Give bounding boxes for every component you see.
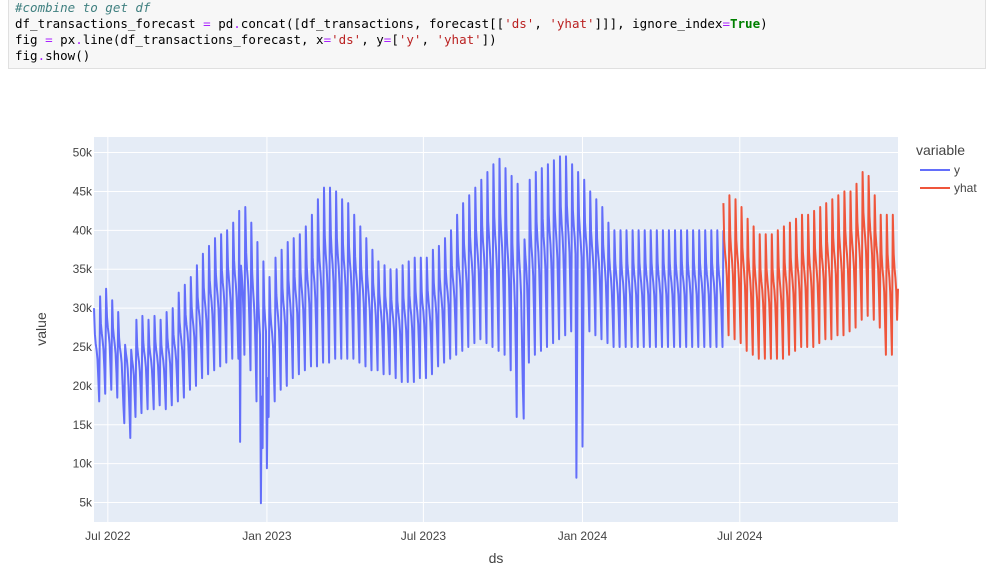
code-token: 'ds': [331, 32, 362, 47]
x-tick-label: Jul 2023: [401, 529, 447, 543]
code-token: fig: [15, 32, 46, 47]
code-line: #combine to get df: [15, 0, 985, 16]
x-axis-title: ds: [489, 550, 504, 566]
series-line-yhat: [722, 171, 899, 360]
code-line: df_transactions_forecast = pd.concat([df…: [15, 16, 985, 32]
code-token: 'yhat': [549, 16, 595, 31]
x-tick-label: Jan 2024: [558, 529, 608, 543]
code-token: =: [323, 32, 332, 47]
y-tick-label: 15k: [73, 418, 93, 432]
code-line: fig = px.line(df_transactions_forecast, …: [15, 32, 985, 48]
code-token: .: [75, 32, 83, 47]
code-cell[interactable]: #combine to get df df_transactions_foreca…: [8, 0, 986, 69]
y-tick-label: 10k: [73, 457, 93, 471]
legend-item-yhat[interactable]: yhat: [920, 181, 977, 195]
y-tick-label: 45k: [73, 184, 93, 198]
y-tick-label: 40k: [73, 223, 93, 237]
code-token: ,: [421, 32, 437, 47]
code-token: =: [203, 16, 211, 31]
code-editor[interactable]: #combine to get df df_transactions_foreca…: [15, 0, 985, 64]
x-tick-label: Jul 2022: [85, 529, 131, 543]
code-token: True: [730, 16, 761, 31]
code-token: .: [233, 16, 241, 31]
code-token: show(): [45, 48, 91, 63]
code-token: ,: [534, 16, 550, 31]
code-token: concat([df_transactions, forecast[[: [240, 16, 505, 31]
legend-title: variable: [916, 142, 965, 158]
code-token: df_transactions_forecast: [15, 16, 204, 31]
y-tick-label: 5k: [79, 496, 93, 510]
code-token: #combine to get df: [15, 0, 151, 15]
y-tick-label: 30k: [73, 301, 93, 315]
code-token: =: [722, 16, 730, 31]
line-chart: 5k 10k 15k 20k 25k 30k 35k 40k 45k 50k Jul 2022 Jan…: [33, 137, 977, 566]
y-tick-label: 35k: [73, 262, 93, 276]
code-token: px: [52, 32, 76, 47]
code-token: =: [45, 32, 53, 47]
code-token: ): [760, 16, 768, 31]
legend-label-y: y: [954, 163, 960, 177]
code-token: [: [391, 32, 399, 47]
code-token: =: [383, 32, 392, 47]
code-token: fig: [15, 48, 38, 63]
y-tick-label: 20k: [73, 379, 93, 393]
code-token: 'y': [398, 32, 422, 47]
x-tick-label: Jan 2023: [242, 529, 292, 543]
legend-label-yhat: yhat: [954, 181, 977, 195]
series-line-y: [93, 155, 725, 505]
y-tick-label: 50k: [73, 146, 93, 160]
x-tick-label: Jul 2024: [717, 529, 763, 543]
code-token: .: [37, 48, 46, 63]
code-token: line(df_transactions_forecast, x: [82, 32, 324, 47]
code-token: , y: [361, 32, 384, 47]
code-line: fig.show(): [15, 48, 985, 64]
legend-item-y[interactable]: y: [920, 163, 960, 177]
code-token: ]]], ignore_index: [594, 16, 723, 31]
code-token: pd: [210, 16, 234, 31]
y-tick-label: 25k: [73, 340, 93, 354]
code-token: 'yhat': [436, 32, 482, 47]
code-token: 'ds': [504, 16, 535, 31]
y-axis-title: value: [33, 312, 49, 346]
plotly-figure: 5k 10k 15k 20k 25k 30k 35k 40k 45k 50k Jul 2022 Jan…: [0, 70, 989, 577]
legend[interactable]: variable y yhat: [916, 142, 977, 195]
code-token: ]): [481, 32, 497, 47]
